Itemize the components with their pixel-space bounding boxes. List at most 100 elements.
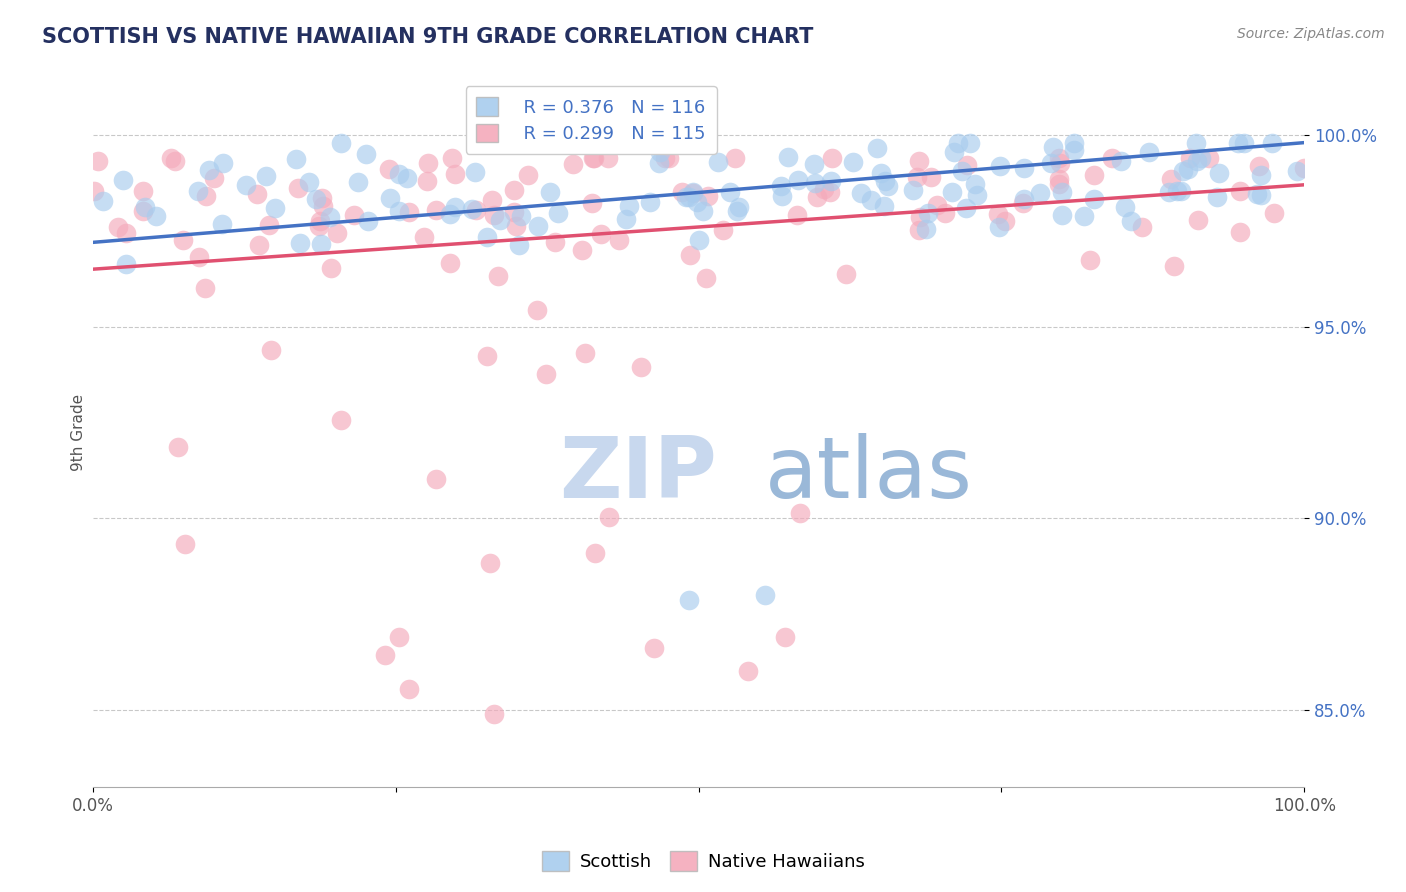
Point [1246, 186, 1268, 201]
Point [257, 218, 280, 232]
Point [786, 208, 808, 222]
Point [425, 472, 447, 486]
Point [477, 230, 499, 244]
Point [398, 682, 420, 697]
Point [671, 185, 693, 199]
Point [820, 174, 842, 188]
Point [115, 226, 138, 240]
Point [464, 165, 486, 179]
Point [583, 151, 606, 165]
Point [737, 664, 759, 678]
Point [1050, 185, 1073, 199]
Point [416, 174, 439, 188]
Point [1163, 259, 1185, 273]
Point [692, 203, 714, 218]
Point [439, 207, 461, 221]
Point [1263, 206, 1285, 220]
Point [1170, 184, 1192, 198]
Point [682, 136, 704, 150]
Point [598, 510, 620, 524]
Point [83, 184, 105, 198]
Point [112, 172, 135, 186]
Point [1047, 172, 1070, 186]
Point [418, 156, 440, 170]
Point [950, 163, 973, 178]
Point [211, 217, 233, 231]
Point [648, 156, 671, 170]
Point [873, 199, 896, 213]
Point [247, 238, 270, 252]
Point [347, 175, 370, 189]
Point [374, 648, 396, 663]
Point [1208, 166, 1230, 180]
Point [574, 345, 596, 359]
Point [1063, 144, 1085, 158]
Point [502, 183, 524, 197]
Point [776, 150, 799, 164]
Point [1166, 185, 1188, 199]
Point [508, 237, 530, 252]
Point [686, 195, 709, 210]
Point [1029, 186, 1052, 200]
Point [319, 260, 342, 275]
Point [1119, 213, 1142, 227]
Point [841, 154, 863, 169]
Point [1206, 190, 1229, 204]
Point [956, 158, 979, 172]
Point [769, 179, 792, 194]
Point [235, 178, 257, 193]
Point [643, 641, 665, 656]
Point [617, 199, 640, 213]
Y-axis label: 9th Grade: 9th Grade [72, 393, 86, 471]
Point [132, 184, 155, 198]
Point [988, 159, 1011, 173]
Point [941, 186, 963, 200]
Text: ZIP: ZIP [560, 434, 717, 516]
Point [630, 359, 652, 374]
Point [773, 630, 796, 644]
Point [789, 506, 811, 520]
Point [927, 197, 949, 211]
Point [285, 152, 308, 166]
Point [821, 151, 844, 165]
Point [1229, 184, 1251, 198]
Point [443, 167, 465, 181]
Point [803, 157, 825, 171]
Point [638, 195, 661, 210]
Point [195, 189, 218, 203]
Point [955, 201, 977, 215]
Point [378, 191, 401, 205]
Point [804, 177, 827, 191]
Point [658, 151, 681, 165]
Legend:   R = 0.376   N = 116,   R = 0.299   N = 115: R = 0.376 N = 116, R = 0.299 N = 115 [465, 87, 717, 154]
Point [678, 592, 700, 607]
Point [1080, 253, 1102, 268]
Point [134, 201, 156, 215]
Point [378, 161, 401, 176]
Point [1185, 154, 1208, 169]
Point [959, 136, 981, 150]
Legend: Scottish, Native Hawaiians: Scottish, Native Hawaiians [534, 844, 872, 879]
Point [246, 187, 269, 202]
Point [534, 368, 557, 382]
Point [486, 268, 509, 283]
Point [1160, 172, 1182, 186]
Point [682, 185, 704, 199]
Point [311, 191, 333, 205]
Point [107, 220, 129, 235]
Point [724, 151, 747, 165]
Point [581, 196, 603, 211]
Point [425, 202, 447, 217]
Point [728, 200, 751, 214]
Point [87, 154, 110, 169]
Point [614, 212, 637, 227]
Point [1083, 168, 1105, 182]
Point [298, 175, 321, 189]
Point [1042, 140, 1064, 154]
Point [908, 153, 931, 168]
Point [329, 136, 352, 150]
Point [1049, 156, 1071, 170]
Point [356, 214, 378, 228]
Point [343, 208, 366, 222]
Point [678, 189, 700, 203]
